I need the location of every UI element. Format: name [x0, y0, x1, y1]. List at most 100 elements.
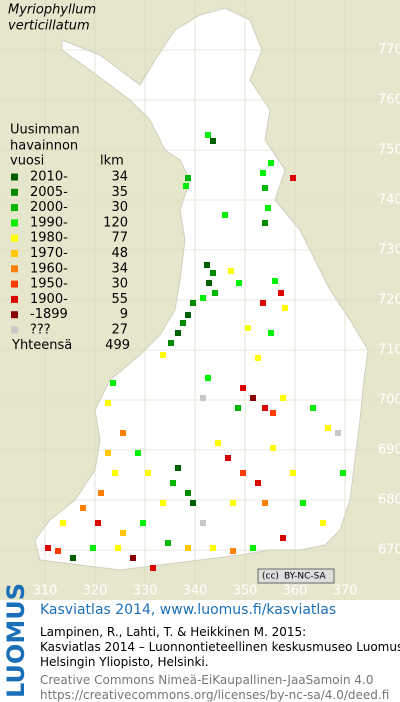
occurrence-square: [95, 520, 101, 526]
occurrence-square: [175, 330, 181, 336]
occurrence-square: [270, 445, 276, 451]
legend-count: 9: [120, 307, 128, 322]
occurrence-square: [250, 545, 256, 551]
occurrence-square: [262, 405, 268, 411]
occurrence-square: [325, 425, 331, 431]
legend-total-label: Yhteensä: [11, 338, 72, 353]
x-tick-label: 350: [233, 584, 258, 599]
y-tick-label: 730: [378, 243, 400, 258]
occurrence-square: [240, 385, 246, 391]
x-tick-label: 340: [183, 584, 208, 599]
occurrence-square: [240, 470, 246, 476]
legend-label: ???: [30, 323, 51, 338]
occurrence-square: [282, 305, 288, 311]
legend: 2010- 34 2005- 35 2000- 30 1990- 120 1980- 77 1970…: [11, 170, 130, 353]
occurrence-square: [290, 470, 296, 476]
map: 770 760 750 740 730 720 710 700 690 680 670 310 320 3…: [0, 0, 400, 600]
occurrence-square: [80, 505, 86, 511]
occurrence-square: [115, 545, 121, 551]
occurrence-square: [185, 490, 191, 496]
grid: 770 760 750 740 730 720 710 700 690 680 670 310 320 3…: [0, 0, 400, 600]
occurrence-square: [210, 545, 216, 551]
citation: Kasviatlas 2014 – Luonnontieteellinen ke…: [40, 640, 400, 654]
license: https://creativecommons.org/licenses/by-…: [40, 688, 390, 702]
legend-count: 55: [111, 292, 128, 307]
occurrence-square: [185, 312, 191, 318]
occurrence-square: [260, 170, 266, 176]
legend-header: havainnon: [10, 139, 78, 154]
legend-swatch: [11, 295, 18, 303]
occurrence-square: [120, 530, 126, 536]
citation: Helsingin Yliopisto, Helsinki.: [40, 655, 209, 669]
occurrence-square: [200, 295, 206, 301]
legend-swatch: [11, 326, 18, 334]
legend-count: 34: [111, 170, 128, 185]
occurrence-square: [320, 520, 326, 526]
headline: Kasviatlas 2014, www.luomus.fi/kasviatla…: [40, 602, 337, 618]
x-tick-label: 360: [283, 584, 308, 599]
occurrence-square: [245, 325, 251, 331]
y-tick-label: 700: [378, 393, 400, 408]
occurrence-square: [160, 500, 166, 506]
license: Creative Commons Nimeä-EiKaupallinen-Jaa…: [40, 673, 374, 687]
occurrence-square: [168, 340, 174, 346]
occurrence-square: [340, 470, 346, 476]
license-badge-text: BY-NC-SA: [284, 572, 327, 582]
y-tick-label: 680: [378, 493, 400, 508]
legend-label: 2005-: [30, 185, 68, 200]
occurrence-square: [135, 450, 141, 456]
occurrence-square: [205, 375, 211, 381]
occurrence-square: [210, 138, 216, 144]
occurrence-square: [185, 175, 191, 181]
occurrence-square: [262, 220, 268, 226]
occurrence-square: [255, 355, 261, 361]
legend-swatch: [11, 265, 18, 273]
occurrence-square: [190, 300, 196, 306]
title: Myriophyllum: [8, 3, 96, 18]
occurrence-square: [278, 290, 284, 296]
occurrence-square: [310, 405, 316, 411]
occurrence-square: [98, 490, 104, 496]
occurrence-square: [335, 430, 341, 436]
occurrence-square: [105, 400, 111, 406]
legend-label: 1980-: [30, 231, 68, 246]
occurrence-square: [185, 545, 191, 551]
occurrence-square: [230, 500, 236, 506]
occurrence-square: [112, 470, 118, 476]
legend-swatch: [11, 173, 18, 181]
legend-count: 34: [111, 261, 128, 276]
citation: Lampinen, R., Lahti, T. & Heikkinen M. 2…: [40, 625, 307, 639]
occurrence-square: [206, 280, 212, 286]
occurrence-square: [55, 548, 61, 554]
occurrence-square: [200, 520, 206, 526]
x-tick-label: 320: [83, 584, 108, 599]
legend-label: 2000-: [30, 200, 68, 215]
occurrence-square: [280, 535, 286, 541]
occurrence-square: [204, 262, 210, 268]
occurrence-square: [215, 440, 221, 446]
occurrence-square: [222, 212, 228, 218]
occurrence-square: [230, 548, 236, 554]
legend-header: vuosi: [10, 154, 44, 169]
occurrence-square: [90, 545, 96, 551]
title: verticillatum: [8, 19, 90, 34]
legend-header: lkm: [100, 154, 124, 169]
legend-count: 30: [111, 277, 128, 292]
y-tick-label: 740: [378, 193, 400, 208]
occurrence-square: [170, 480, 176, 486]
legend-swatch: [11, 234, 18, 242]
occurrence-squares: [45, 132, 346, 571]
occurrence-square: [150, 565, 156, 571]
occurrence-square: [120, 430, 126, 436]
legend-label: 1900-: [30, 292, 68, 307]
occurrence-square: [180, 320, 186, 326]
occurrence-square: [250, 395, 256, 401]
occurrence-square: [272, 278, 278, 284]
legend-swatch: [11, 280, 18, 288]
legend-swatch: [11, 219, 18, 227]
occurrence-square: [110, 380, 116, 386]
occurrence-square: [140, 520, 146, 526]
occurrence-square: [70, 555, 76, 561]
occurrence-square: [210, 270, 216, 276]
